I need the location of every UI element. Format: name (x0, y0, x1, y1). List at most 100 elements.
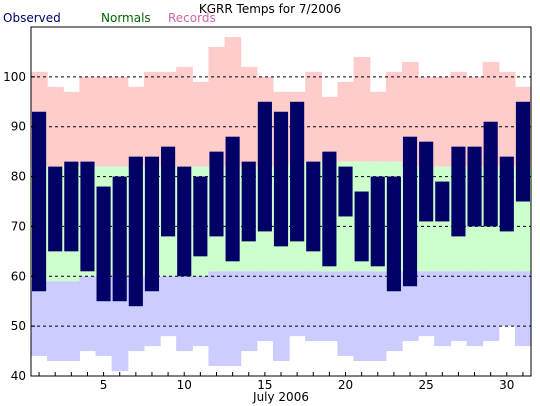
record-low-band (47, 281, 64, 362)
observed-bar (209, 151, 224, 237)
record-low-band (369, 271, 387, 362)
record-high-band (353, 56, 371, 162)
record-low-band (143, 276, 161, 347)
record-high-band (321, 96, 339, 162)
y-tick-label: 100 (3, 70, 26, 84)
x-tick-label: 15 (257, 378, 272, 392)
record-high-band (240, 66, 258, 167)
record-high-band (143, 71, 161, 167)
chart-title: KGRR Temps for 7/2006 (199, 2, 341, 16)
record-high-band (208, 46, 226, 167)
x-tick-label: 20 (338, 378, 353, 392)
record-high-band (111, 76, 129, 167)
record-low-band (256, 271, 274, 342)
record-low-band (353, 271, 371, 362)
y-tick-label: 60 (11, 269, 26, 283)
record-low-band (160, 276, 177, 337)
record-high-band (224, 36, 242, 167)
x-axis-label: July 2006 (252, 390, 309, 404)
record-low-band (176, 276, 193, 352)
record-low-band (272, 271, 290, 362)
record-high-band (450, 71, 468, 167)
record-low-band (401, 271, 419, 342)
record-high-band (95, 76, 113, 167)
observed-bar (419, 141, 434, 222)
observed-bar (96, 186, 111, 302)
legend-records: Records (168, 11, 216, 25)
legend-normals: Normals (101, 11, 151, 25)
record-low-band (79, 276, 97, 352)
record-high-band (498, 71, 516, 167)
observed-bar (48, 166, 63, 252)
observed-bar (161, 146, 176, 237)
record-low-band (514, 271, 532, 347)
record-high-band (160, 71, 177, 167)
observed-bar (128, 156, 143, 307)
observed-bar (515, 101, 530, 202)
y-tick-label: 50 (11, 319, 26, 333)
record-high-band (79, 76, 97, 167)
observed-bar (467, 146, 482, 227)
x-tick-label: 30 (499, 378, 514, 392)
observed-bar (499, 156, 514, 232)
observed-bar (354, 191, 369, 262)
observed-bar (306, 161, 321, 252)
observed-bar (435, 181, 450, 222)
observed-bar (241, 161, 256, 242)
record-low-band (434, 271, 451, 347)
observed-bar (64, 161, 79, 252)
record-high-band (434, 76, 451, 167)
record-low-band (289, 271, 306, 337)
observed-bar (225, 136, 240, 262)
record-high-band (385, 71, 403, 162)
observed-bar (386, 176, 401, 292)
record-high-band (369, 91, 387, 162)
observed-bar (451, 146, 466, 237)
record-low-band (482, 271, 500, 342)
observed-bar (32, 111, 47, 292)
observed-bar (370, 176, 385, 267)
observed-bar (112, 176, 127, 302)
record-high-band (127, 86, 145, 167)
plot-area: 40 50 60 70 80 90 100 5 10 15 20 25 30 (3, 26, 532, 392)
y-tick-label: 40 (11, 369, 26, 383)
y-tick-label: 70 (11, 219, 26, 233)
observed-bar (402, 136, 418, 287)
record-low-band (208, 271, 226, 367)
record-high-band (192, 81, 210, 167)
record-low-band (224, 271, 242, 367)
record-high-band (176, 66, 193, 167)
observed-bar (273, 111, 289, 247)
y-tick-label: 80 (11, 170, 26, 184)
record-low-band (192, 276, 210, 347)
record-low-band (240, 271, 258, 352)
record-high-band (337, 81, 355, 162)
record-low-band (63, 281, 80, 362)
observed-bar (290, 101, 305, 242)
x-tick-label: 25 (419, 378, 434, 392)
observed-bar (322, 151, 337, 267)
record-low-band (498, 271, 516, 327)
record-high-band (63, 91, 80, 167)
record-high-band (305, 71, 322, 162)
observed-bar (193, 176, 208, 257)
x-tick-label: 5 (100, 378, 108, 392)
observed-bar (338, 166, 353, 217)
observed-bar (177, 166, 192, 277)
legend-observed: Observed (3, 11, 61, 25)
record-low-band (418, 271, 435, 337)
observed-bar (257, 101, 272, 232)
y-tick-label: 90 (11, 120, 26, 134)
record-low-band (337, 271, 355, 357)
x-tick-label: 10 (177, 378, 192, 392)
record-low-band (450, 271, 468, 342)
record-low-band (466, 271, 484, 347)
record-high-band (466, 76, 484, 167)
observed-bar (144, 156, 160, 292)
record-low-band (305, 271, 322, 342)
record-low-band (31, 281, 48, 357)
observed-bar (483, 121, 498, 227)
record-low-band (321, 271, 339, 342)
observed-bar (80, 161, 95, 272)
